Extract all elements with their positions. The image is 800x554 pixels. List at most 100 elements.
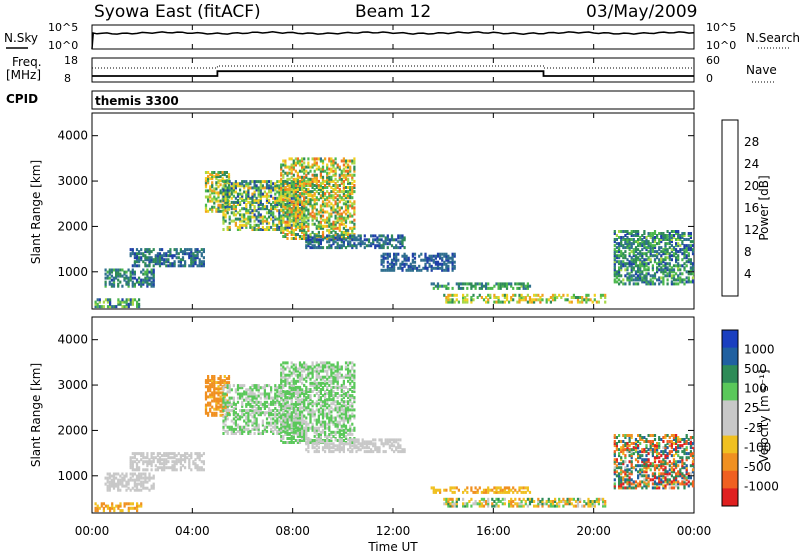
pixel-power <box>338 236 341 240</box>
pixel-power <box>336 238 339 242</box>
pixel-velocity <box>284 392 287 395</box>
pixel-power <box>282 186 285 189</box>
pixel-power <box>290 181 293 185</box>
pixel-power <box>342 173 345 177</box>
pixel-power <box>397 240 400 244</box>
pixel-velocity <box>342 381 345 385</box>
pixel-velocity <box>326 434 329 438</box>
pixel-power <box>679 272 682 276</box>
pixel-power <box>184 248 187 252</box>
pixel-velocity <box>135 478 139 482</box>
pixel-velocity <box>253 384 256 388</box>
pixel-velocity <box>332 365 335 369</box>
pixel-power <box>133 260 136 264</box>
pixel-power <box>447 298 450 302</box>
pixel-velocity <box>342 428 345 432</box>
pixel-velocity <box>342 390 345 393</box>
pixel-power <box>347 190 350 194</box>
pixel-power <box>653 236 657 239</box>
pixel-power <box>303 169 306 173</box>
pixel-velocity <box>131 486 134 490</box>
pixel-power <box>639 270 642 274</box>
pixel-velocity <box>138 478 141 482</box>
pixel-velocity <box>226 400 229 404</box>
pixel-power <box>292 204 295 208</box>
pixel-power <box>672 282 676 286</box>
pixel-power <box>305 196 308 200</box>
pixel-power <box>472 293 475 297</box>
pixel-velocity <box>280 367 283 371</box>
pixel-power <box>653 240 657 244</box>
pixel-power <box>334 246 337 250</box>
pixel-power <box>150 284 153 288</box>
pixel-power <box>445 264 448 268</box>
pixel-power <box>303 157 306 161</box>
pixel-power <box>330 222 333 226</box>
pixel-power <box>634 258 638 262</box>
pixel-velocity <box>125 480 128 484</box>
pixel-velocity <box>217 399 220 403</box>
pixel-power <box>568 300 571 304</box>
pixel-power <box>349 192 352 196</box>
pixel-power <box>241 192 244 196</box>
pixel-velocity <box>332 377 335 381</box>
pixel-power <box>226 225 229 229</box>
pixel-power <box>658 262 661 266</box>
pixel-velocity <box>276 390 279 394</box>
pixel-power <box>510 284 513 288</box>
pixel-velocity <box>129 488 132 492</box>
pixel-power <box>303 171 306 175</box>
pixel-power <box>309 235 312 238</box>
pixel-power <box>257 215 260 219</box>
pixel-velocity <box>344 406 348 410</box>
pixel-velocity <box>328 418 331 422</box>
pixel-power <box>353 165 356 169</box>
pixel-power <box>531 298 534 302</box>
pixel-power <box>253 213 256 217</box>
pixel-power <box>133 276 136 280</box>
pixel-velocity <box>282 422 285 426</box>
pixel-power <box>622 246 625 250</box>
pixel-velocity <box>257 384 260 388</box>
pixel-power <box>645 278 648 282</box>
pixel-power <box>660 250 663 254</box>
pixel-power <box>158 256 162 260</box>
pixel-power <box>334 181 337 185</box>
pixel-velocity <box>315 373 318 377</box>
pixel-power <box>292 190 295 194</box>
pixel-power <box>319 175 322 179</box>
pixel-power <box>138 252 141 256</box>
pixel-power <box>245 221 248 225</box>
pixel-velocity <box>321 375 325 379</box>
pixel-power <box>127 268 130 272</box>
pixel-velocity <box>284 394 287 398</box>
pixel-velocity <box>330 418 333 422</box>
pixel-power <box>632 234 635 237</box>
pixel-velocity <box>328 410 331 414</box>
pixel-velocity <box>198 454 201 458</box>
pixel-power <box>290 237 293 240</box>
pixel-power <box>403 238 406 242</box>
pixel-velocity <box>313 428 316 432</box>
pixel-power <box>670 266 673 270</box>
pixel-power <box>292 208 295 212</box>
pixel-velocity <box>131 502 134 506</box>
pixel-power <box>334 240 337 244</box>
pixel-power <box>204 179 208 183</box>
ytick-label: 2000 <box>57 219 88 233</box>
pixel-power <box>317 242 320 246</box>
pixel-power <box>351 206 354 210</box>
pixel-velocity <box>272 398 275 402</box>
pixel-power <box>280 216 283 220</box>
pixel-power <box>278 190 281 194</box>
pixel-power <box>330 175 333 179</box>
pixel-power <box>656 236 659 239</box>
pixel-velocity <box>330 394 333 398</box>
pixel-velocity <box>330 379 333 383</box>
pixel-power <box>413 260 417 264</box>
pixel-velocity <box>332 408 335 412</box>
pixel-power <box>311 181 314 185</box>
pixel-power <box>334 167 337 171</box>
pixel-velocity <box>307 422 310 426</box>
pixel-power <box>211 197 214 201</box>
